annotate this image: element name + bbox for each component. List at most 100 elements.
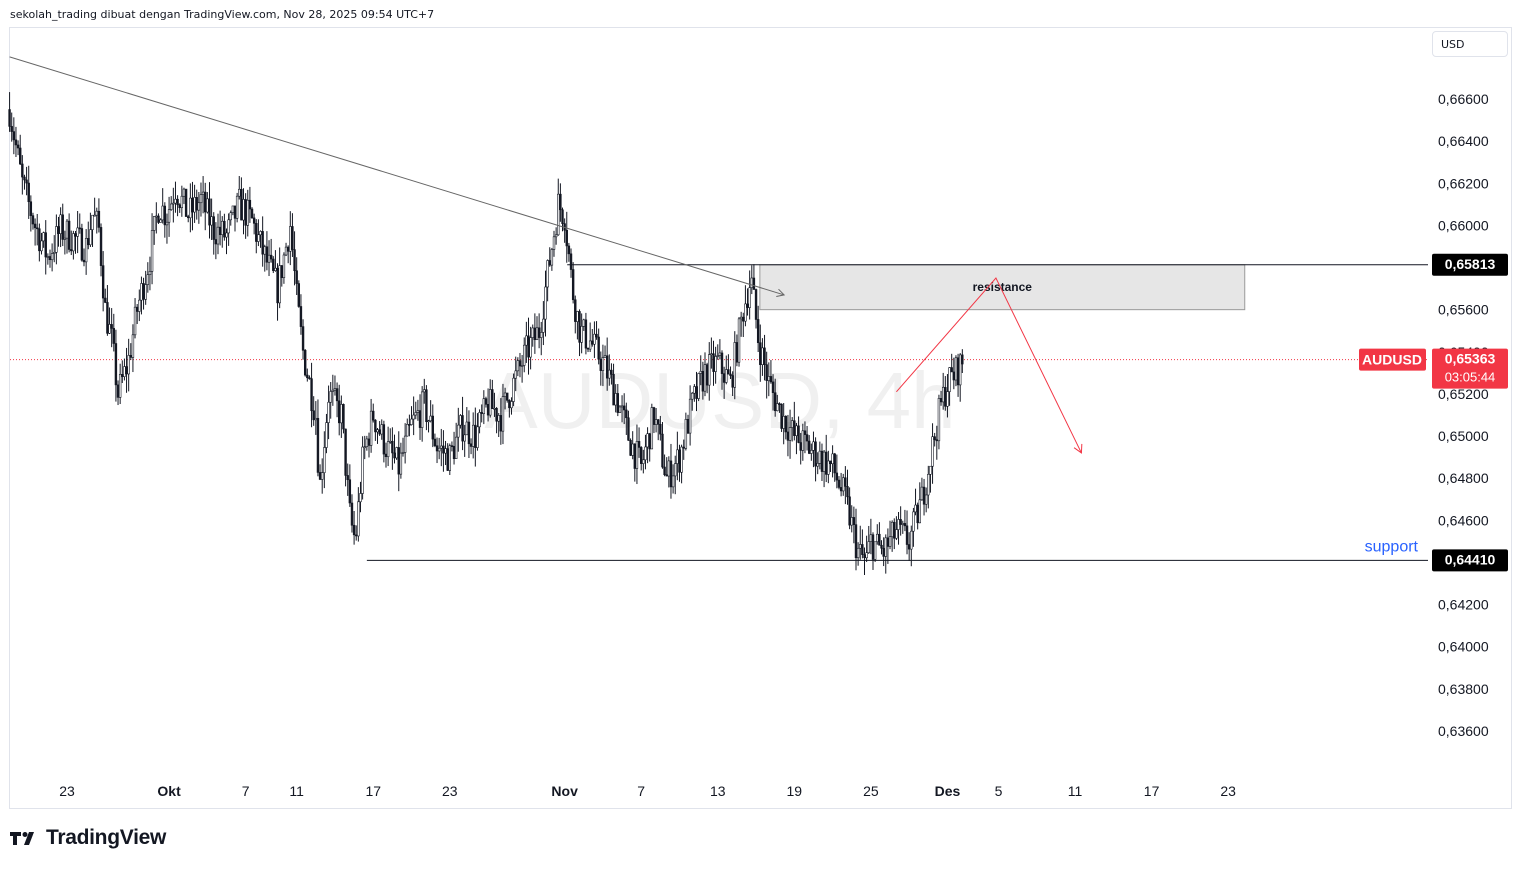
candle-body xyxy=(790,420,794,428)
candle-body xyxy=(23,176,26,181)
candle-body xyxy=(657,419,660,425)
candle-body xyxy=(425,389,428,422)
candle-body xyxy=(123,366,126,377)
candle-body xyxy=(659,424,662,435)
candle-body xyxy=(238,188,241,197)
candle-body xyxy=(712,353,715,372)
candle-body xyxy=(905,525,909,545)
x-tick-label: 25 xyxy=(863,783,879,799)
candle-body xyxy=(97,210,101,228)
candle-body xyxy=(50,253,54,261)
candle-body xyxy=(842,477,845,492)
candle-body xyxy=(308,377,311,380)
candle-body xyxy=(795,425,798,436)
candle-body xyxy=(144,284,147,300)
candle-body xyxy=(110,324,113,329)
candle-body xyxy=(958,354,962,386)
candle-body xyxy=(550,249,554,266)
candle-body xyxy=(489,389,492,416)
candle-body xyxy=(948,367,951,392)
candle-body xyxy=(771,381,775,394)
candle-body xyxy=(104,297,107,303)
candle-body xyxy=(759,342,762,365)
trendline-arrowhead xyxy=(776,288,786,298)
candle-body xyxy=(106,302,109,334)
candle-body xyxy=(493,408,496,410)
candle-body xyxy=(820,450,824,472)
candle-body xyxy=(742,316,745,322)
candle-body xyxy=(565,229,568,247)
candle-body xyxy=(571,269,575,301)
candle-body xyxy=(133,306,137,336)
candle-body xyxy=(482,398,486,414)
candle-body xyxy=(372,410,375,421)
candle-body xyxy=(389,440,392,443)
candle-body xyxy=(814,441,817,467)
currency-selector[interactable]: USD xyxy=(1432,31,1508,57)
projection-arrowhead xyxy=(1073,443,1083,454)
x-tick-label: 23 xyxy=(59,783,75,799)
candle-body xyxy=(167,209,171,223)
candle-body xyxy=(631,443,634,456)
candle-body xyxy=(878,533,881,546)
candle-body xyxy=(578,311,581,343)
x-tick-label: 23 xyxy=(442,783,458,799)
candle-body xyxy=(378,429,381,435)
candle-body xyxy=(293,249,296,272)
candle-body xyxy=(401,452,405,454)
candle-body xyxy=(159,219,162,223)
candle-body xyxy=(263,246,266,255)
candle-body xyxy=(869,534,873,542)
candle-body xyxy=(74,233,77,237)
candle-body xyxy=(652,407,656,425)
candle-body xyxy=(152,216,156,231)
candle-body xyxy=(748,287,751,308)
candle-body xyxy=(193,197,196,213)
candle-body xyxy=(614,393,617,406)
candle-body xyxy=(680,446,683,473)
candle-body xyxy=(514,370,517,379)
candle-body xyxy=(688,398,692,434)
candle-body xyxy=(320,472,324,480)
candle-body xyxy=(763,347,766,365)
candle-body xyxy=(825,451,828,475)
candle-body xyxy=(873,541,877,560)
candle-body xyxy=(595,333,598,338)
candle-body xyxy=(376,429,379,433)
candle-body xyxy=(429,415,432,422)
candle-body xyxy=(431,415,434,440)
candle-body xyxy=(718,352,722,356)
candle-body xyxy=(727,369,730,375)
x-tick-label: 13 xyxy=(710,783,726,799)
candle-body xyxy=(833,453,836,474)
candle-body xyxy=(486,404,490,416)
candle-body xyxy=(55,226,58,253)
candle-body xyxy=(867,541,870,553)
candle-body xyxy=(540,332,543,338)
tradingview-logo[interactable]: TradingView xyxy=(10,826,166,850)
candle-body xyxy=(291,226,294,250)
candle-body xyxy=(642,459,645,464)
candle-body xyxy=(552,236,556,250)
candle-body xyxy=(933,436,936,440)
candle-body xyxy=(469,443,473,447)
candle-body xyxy=(527,335,530,358)
candle-body xyxy=(338,400,341,424)
candle-body xyxy=(646,433,649,448)
candle-body xyxy=(240,188,243,221)
y-tick-label: 0,63600 xyxy=(1438,723,1489,739)
candle-body xyxy=(501,396,505,432)
candle-body xyxy=(580,326,583,343)
support-price-label xyxy=(1432,549,1508,572)
candle-body xyxy=(786,431,790,441)
candle-body xyxy=(191,197,194,213)
candle-body xyxy=(242,199,245,221)
candle-body xyxy=(446,448,449,471)
resistance-zone xyxy=(759,264,1246,311)
last-price-label-text: 0,65363 xyxy=(1445,351,1496,367)
candle-body xyxy=(414,412,417,416)
candle-body xyxy=(635,441,639,469)
candle-body xyxy=(386,441,390,458)
candle-body xyxy=(382,424,386,455)
